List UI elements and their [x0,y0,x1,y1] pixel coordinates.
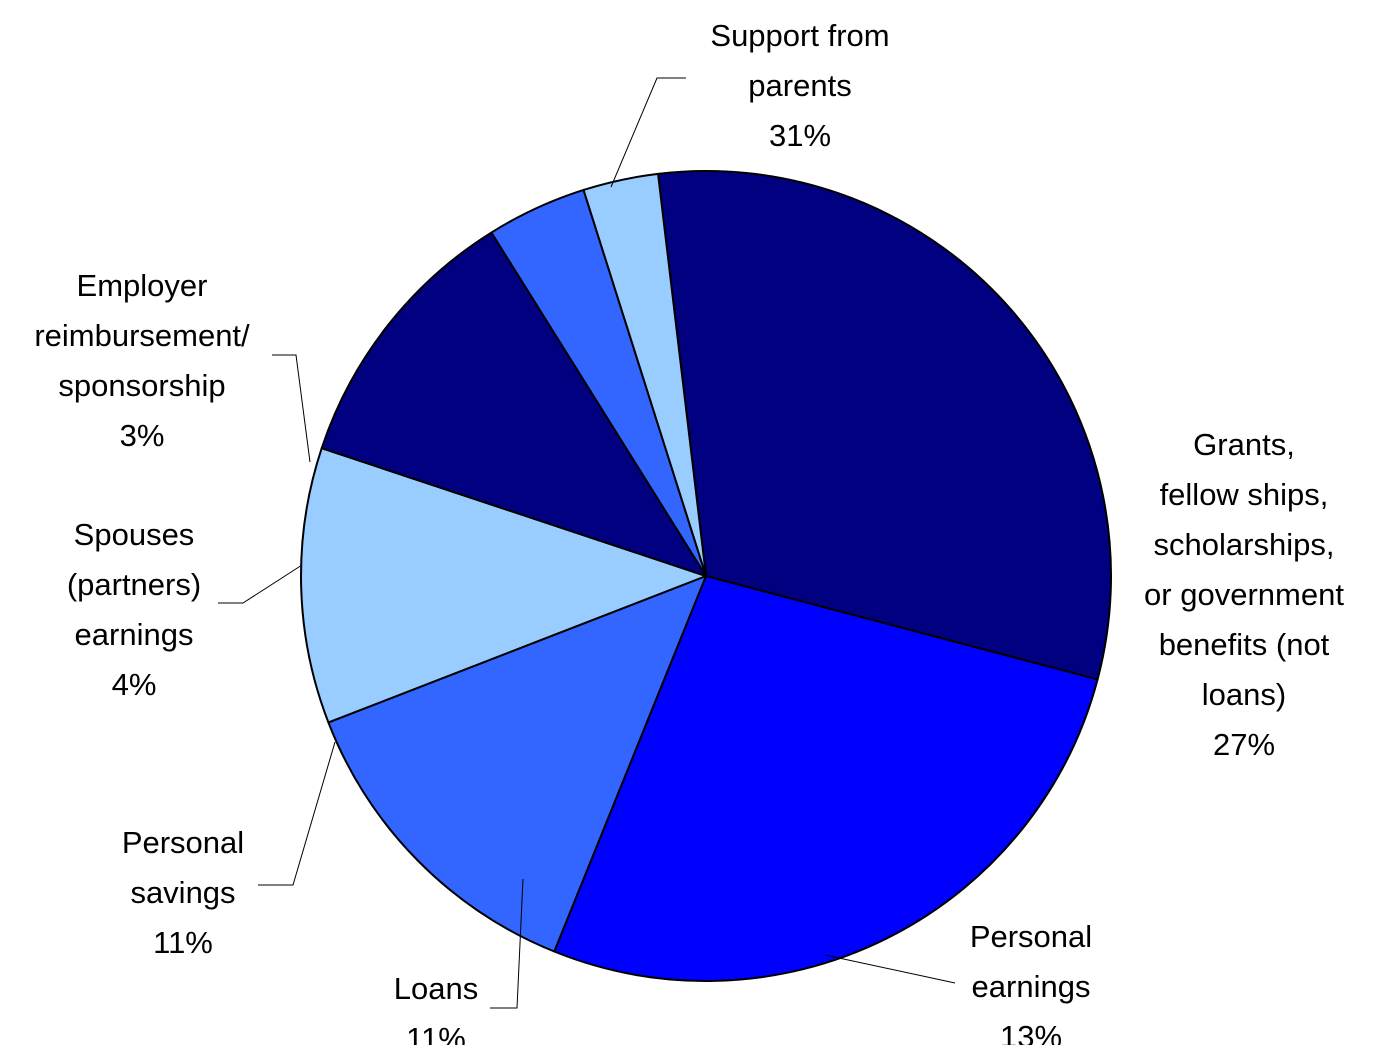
data-label-text: Support from [710,18,889,53]
data-label-text: fellow ships, [1160,477,1329,512]
data-label-percent: 27% [1213,727,1275,762]
leader-line-spouses-partners-earnings [218,564,303,604]
pie-slices [300,170,1112,982]
pie-slice-employer-reimbursement-sponsorship [582,172,707,577]
pie-slice-grants-fellowships-scholarships-or-government-benefits-not-loans [553,575,1099,982]
data-label-support-from-parents: Support from parents 31% [710,18,889,153]
pie-slice-support-from-parents [657,170,1112,681]
leader-line-employer-reimbursement-sponsorship [272,354,311,463]
data-label-text: earnings [972,969,1091,1004]
leader-lines [218,77,956,1009]
data-label-text: scholarships, [1154,527,1335,562]
data-label-text: Personal [122,825,244,860]
data-label-text: benefits (not [1159,627,1330,662]
data-label-text: reimbursement/ [34,318,250,353]
data-label-text: Employer [77,268,208,303]
data-label-personal-savings: Personal savings 11% [122,825,244,960]
data-label-percent: 31% [769,118,831,153]
data-label-text: Loans [394,971,478,1006]
data-label-text: savings [130,875,235,910]
data-label-text: parents [748,68,851,103]
data-label-text: earnings [75,617,194,652]
pie-slice-personal-savings [320,231,707,577]
leader-line-personal-earnings [824,954,956,984]
data-label-percent: 11% [153,925,213,960]
data-label-personal-earnings: Personal earnings 13% [970,919,1092,1045]
data-label-text: sponsorship [58,368,225,403]
data-label-text: Spouses [74,517,195,552]
leader-line-support-from-parents [610,77,686,188]
data-label-percent: 4% [112,667,157,702]
data-label-text: Grants, [1193,427,1295,462]
data-label-percent: 11% [406,1021,466,1045]
data-label-text: loans) [1202,677,1286,712]
data-label-percent: 3% [120,418,165,453]
data-label-spouses-partners-earnings: Spouses (partners) earnings 4% [67,517,201,702]
data-label-text: (partners) [67,567,201,602]
data-label-employer-reimbursement-sponsorship: Employer reimbursement/sponsorship 3% [34,268,250,453]
pie-slice-personal-earnings [327,575,707,953]
leader-line-loans [490,878,524,1009]
leader-line-personal-savings [258,741,336,886]
data-label-text: or government [1144,577,1344,612]
data-label-text: Personal [970,919,1092,954]
slice-labels: Support from parents 31% Grants, fellow ship… [34,18,1344,1045]
data-label-loans: Loans 11% [394,971,478,1045]
data-label-percent: 13% [1000,1019,1062,1045]
data-label-grants-fellowships-scholarships-or-government-benefits-not-loans: Grants, fellow ships, scholarships, or gove… [1144,427,1344,762]
pie-slice-loans [300,447,707,724]
